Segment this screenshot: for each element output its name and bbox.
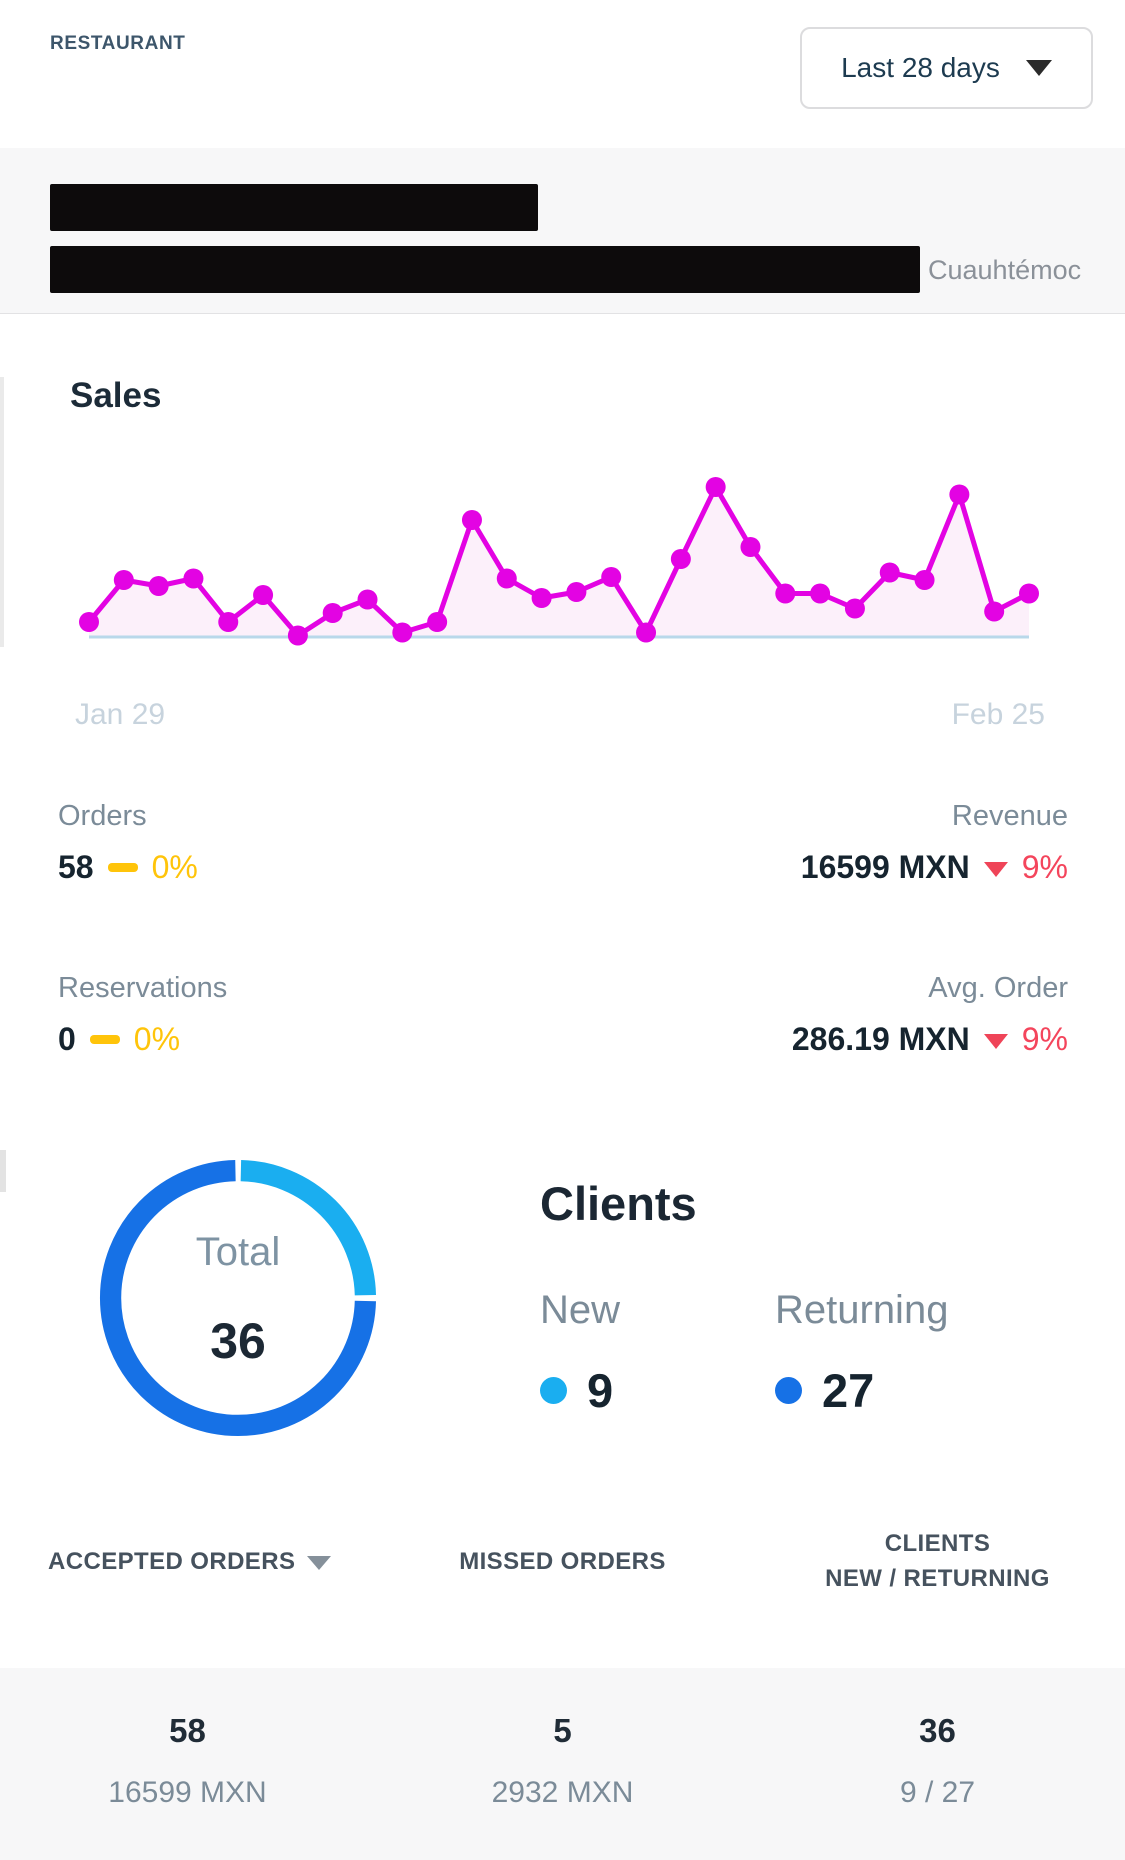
missed-orders-count: 5 bbox=[553, 1712, 572, 1749]
avg-order-label: Avg. Order bbox=[928, 972, 1068, 1004]
avg-order-change: 9% bbox=[1021, 1021, 1068, 1057]
reservations-value: 0 bbox=[58, 1021, 76, 1057]
revenue-stat: Revenue 16599 MXN 9% bbox=[548, 800, 1068, 886]
reservations-stat: Reservations 0 0% bbox=[58, 972, 578, 1058]
returning-clients-label: Returning bbox=[775, 1288, 949, 1332]
new-clients-value: 9 bbox=[587, 1364, 614, 1417]
clients-new-legend: New 9 bbox=[540, 1288, 620, 1418]
revenue-label: Revenue bbox=[951, 800, 1068, 832]
new-clients-dot-icon bbox=[540, 1377, 567, 1404]
missed-orders-revenue: 2932 MXN bbox=[491, 1776, 634, 1809]
orders-label: Orders bbox=[58, 800, 147, 832]
orders-change: 0% bbox=[151, 849, 198, 885]
sales-section-title: Sales bbox=[70, 376, 162, 415]
returning-clients-value: 27 bbox=[822, 1364, 875, 1417]
sort-caret-icon bbox=[307, 1556, 332, 1570]
donut-returning-segment bbox=[99, 1159, 377, 1437]
accepted-orders-column-header[interactable]: ACCEPTED ORDERS bbox=[0, 1548, 375, 1576]
clients-summary: 36 9 / 27 bbox=[750, 1668, 1125, 1860]
avg-order-value: 286.19 MXN bbox=[791, 1021, 970, 1057]
orders-stat: Orders 58 0% bbox=[58, 800, 578, 886]
clients-section-title: Clients bbox=[540, 1177, 697, 1230]
axis-start-label: Jan 29 bbox=[75, 698, 166, 731]
restaurant-info-band: Cuauhtémoc bbox=[0, 148, 1125, 314]
donut-total-value: 36 bbox=[210, 1313, 266, 1369]
redacted-address-line bbox=[50, 246, 920, 293]
donut-total-label: Total bbox=[195, 1230, 281, 1274]
missed-orders-summary: 5 2932 MXN bbox=[375, 1668, 750, 1860]
app-title: RESTAURANT bbox=[50, 33, 186, 54]
accepted-orders-revenue: 16599 MXN bbox=[108, 1776, 267, 1809]
orders-value: 58 bbox=[58, 849, 94, 885]
sales-line-chart bbox=[75, 462, 1045, 657]
axis-end-label: Feb 25 bbox=[951, 698, 1045, 731]
revenue-change: 9% bbox=[1021, 849, 1068, 885]
new-clients-label: New bbox=[540, 1288, 621, 1332]
chart-x-axis-labels: Jan 29 Feb 25 bbox=[75, 698, 1045, 732]
reservations-change: 0% bbox=[133, 1021, 181, 1057]
clients-column-header[interactable]: CLIENTS NEW / RETURNING bbox=[825, 1530, 1050, 1592]
avg-order-stat: Avg. Order 286.19 MXN 9% bbox=[548, 972, 1068, 1058]
card-edge-line bbox=[0, 377, 4, 647]
clients-new-returning-split: 9 / 27 bbox=[899, 1776, 976, 1809]
clients-returning-legend: Returning 27 bbox=[775, 1288, 948, 1418]
summary-table-header-row: ACCEPTED ORDERS MISSED ORDERS CLIENTS NE… bbox=[0, 1520, 1125, 1604]
reservations-label: Reservations bbox=[58, 972, 228, 1004]
returning-clients-dot-icon bbox=[775, 1377, 802, 1404]
summary-values-band: 58 16599 MXN 5 2932 MXN 36 9 / 27 bbox=[0, 1668, 1125, 1860]
card-edge-tick bbox=[0, 1150, 6, 1192]
trend-flat-icon bbox=[107, 863, 138, 872]
date-range-label: Last 28 days bbox=[841, 52, 1000, 83]
trend-down-icon bbox=[983, 1034, 1008, 1049]
trend-flat-icon bbox=[89, 1035, 120, 1044]
revenue-value: 16599 MXN bbox=[800, 849, 970, 885]
missed-orders-column-header[interactable]: MISSED ORDERS bbox=[459, 1548, 666, 1575]
clients-total-count: 36 bbox=[919, 1712, 956, 1749]
accepted-orders-summary: 58 16599 MXN bbox=[0, 1668, 375, 1860]
city-label: Cuauhtémoc bbox=[928, 255, 1082, 285]
chevron-down-icon bbox=[1025, 60, 1052, 76]
clients-donut-chart: Total 36 bbox=[92, 1152, 384, 1444]
trend-down-icon bbox=[983, 862, 1008, 877]
accepted-orders-count: 58 bbox=[169, 1712, 206, 1749]
date-range-dropdown[interactable]: Last 28 days bbox=[800, 27, 1093, 109]
redacted-restaurant-name bbox=[50, 184, 538, 231]
